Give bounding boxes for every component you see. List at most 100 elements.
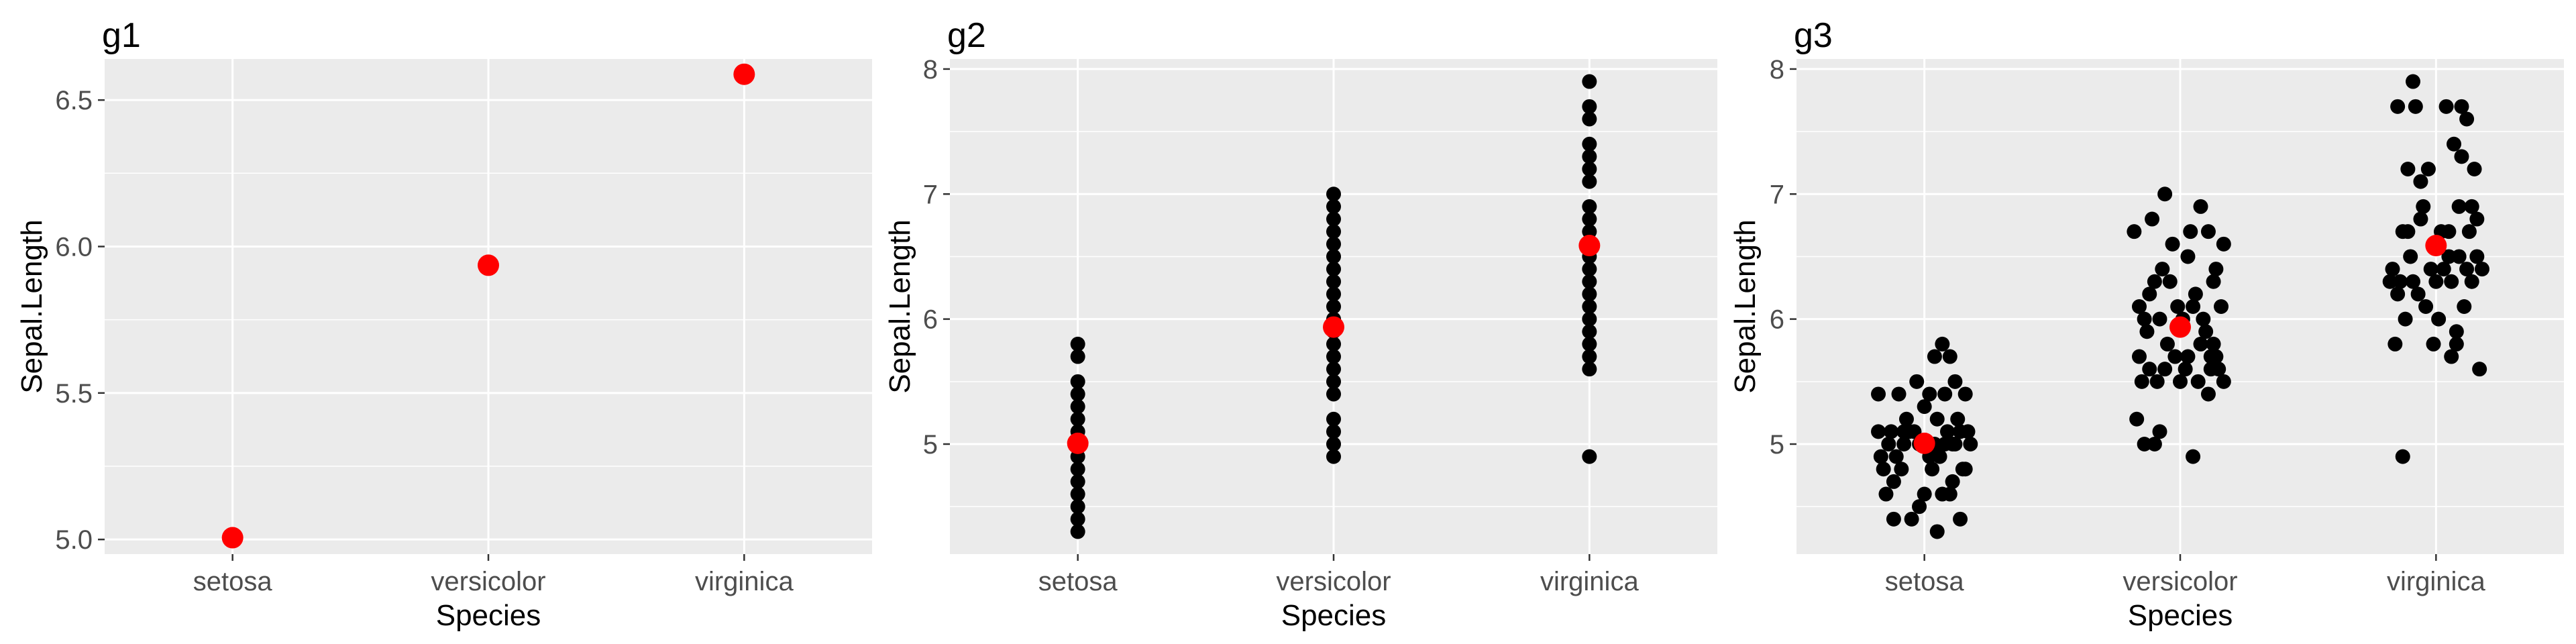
y-tick-label: 6.0 [55,232,93,262]
y-tick-label: 7 [923,180,938,209]
data-point [1326,224,1341,239]
data-point [1582,336,1597,352]
data-point [1957,462,1973,477]
data-point [2387,336,2403,352]
x-tick-label: virginica [1540,567,1639,596]
data-point [1070,399,1085,415]
data-point [2406,274,2421,289]
data-point [2457,299,2472,314]
data-point [2428,274,2444,289]
data-point [1929,411,1945,427]
data-point [1582,274,1597,289]
data-point [1904,511,1919,527]
data-point [1927,349,1942,364]
data-point [1582,74,1597,89]
data-point [2390,286,2406,302]
data-point [2392,274,2408,289]
data-point [1917,486,1932,502]
data-point [2441,224,2457,239]
data-point [2142,362,2157,377]
mean-point [2169,316,2191,338]
data-point [2474,262,2489,277]
data-point [1326,211,1341,227]
data-point [2208,262,2224,277]
data-point [2418,299,2434,314]
data-point [1945,437,1960,451]
data-point [2149,374,2165,389]
data-point [2200,386,2216,402]
data-point [1326,299,1341,314]
data-point [1582,99,1597,114]
x-tick-label: virginica [695,567,794,596]
data-point [1876,462,1891,477]
data-point [2385,262,2400,277]
data-point [1326,386,1341,402]
data-point [2152,424,2167,439]
data-point [1935,486,1950,502]
x-axis-title: Species [436,599,541,632]
x-axis-title: Species [2128,599,2233,632]
data-point [2382,274,2398,289]
data-point [1070,374,1085,389]
data-point [1888,449,1904,464]
data-point [1963,437,1978,451]
data-point [2413,211,2428,227]
data-point [1582,199,1597,214]
y-axis-title: Sepal.Length [1729,219,1762,393]
data-point [2170,299,2186,314]
data-point [1582,311,1597,327]
data-point [1582,211,1597,227]
data-point [1939,424,1955,439]
data-point [2131,299,2147,314]
y-tick-label: 5 [923,430,938,460]
data-point [1935,336,1950,352]
data-point [1326,199,1341,214]
data-point [1582,174,1597,189]
data-point [1945,474,1960,489]
data-point [2186,449,2201,464]
data-point [2469,211,2485,227]
data-point [1582,362,1597,377]
data-point [2459,111,2475,127]
data-point [2413,174,2428,189]
data-point [2406,74,2421,89]
data-point [2147,437,2162,451]
panel-g2: 5 6 7 8 setosa versicolor virginica Species Sepa… [883,16,1717,632]
data-point [2467,162,2482,176]
data-point [2186,299,2201,314]
panel-title: g2 [947,16,986,55]
data-point [2183,224,2198,239]
data-point [1326,424,1341,439]
data-point [1960,424,1976,439]
data-point [2193,336,2208,352]
mean-point [1913,432,1935,454]
data-point [1957,386,1973,402]
y-tick-label: 8 [1770,55,1784,85]
data-point [1326,449,1341,464]
data-point [2200,224,2216,239]
data-point [2390,99,2406,114]
data-point [2426,336,2441,352]
data-point [1925,462,1940,477]
data-point [2157,186,2173,202]
data-point [1891,386,1907,402]
data-point [1582,149,1597,164]
data-point [1582,324,1597,339]
data-point [1873,449,1888,464]
panel-title: g1 [102,16,141,55]
x-tick-label: versicolor [1276,567,1391,596]
data-point [1881,437,1896,451]
data-point [2441,249,2457,264]
data-point [2155,262,2170,277]
data-point [2216,236,2231,252]
data-point [1326,362,1341,377]
data-point [2208,349,2224,364]
data-point [1582,299,1597,314]
data-point [1070,511,1085,527]
y-axis-title: Sepal.Length [883,219,916,393]
data-point [2461,224,2477,239]
data-point [2472,362,2487,377]
data-point [2203,362,2218,377]
panel-g1: 5.0 5.5 6.0 6.5 setosa versicolor virginica Spe… [15,16,872,632]
data-point [1070,386,1085,402]
